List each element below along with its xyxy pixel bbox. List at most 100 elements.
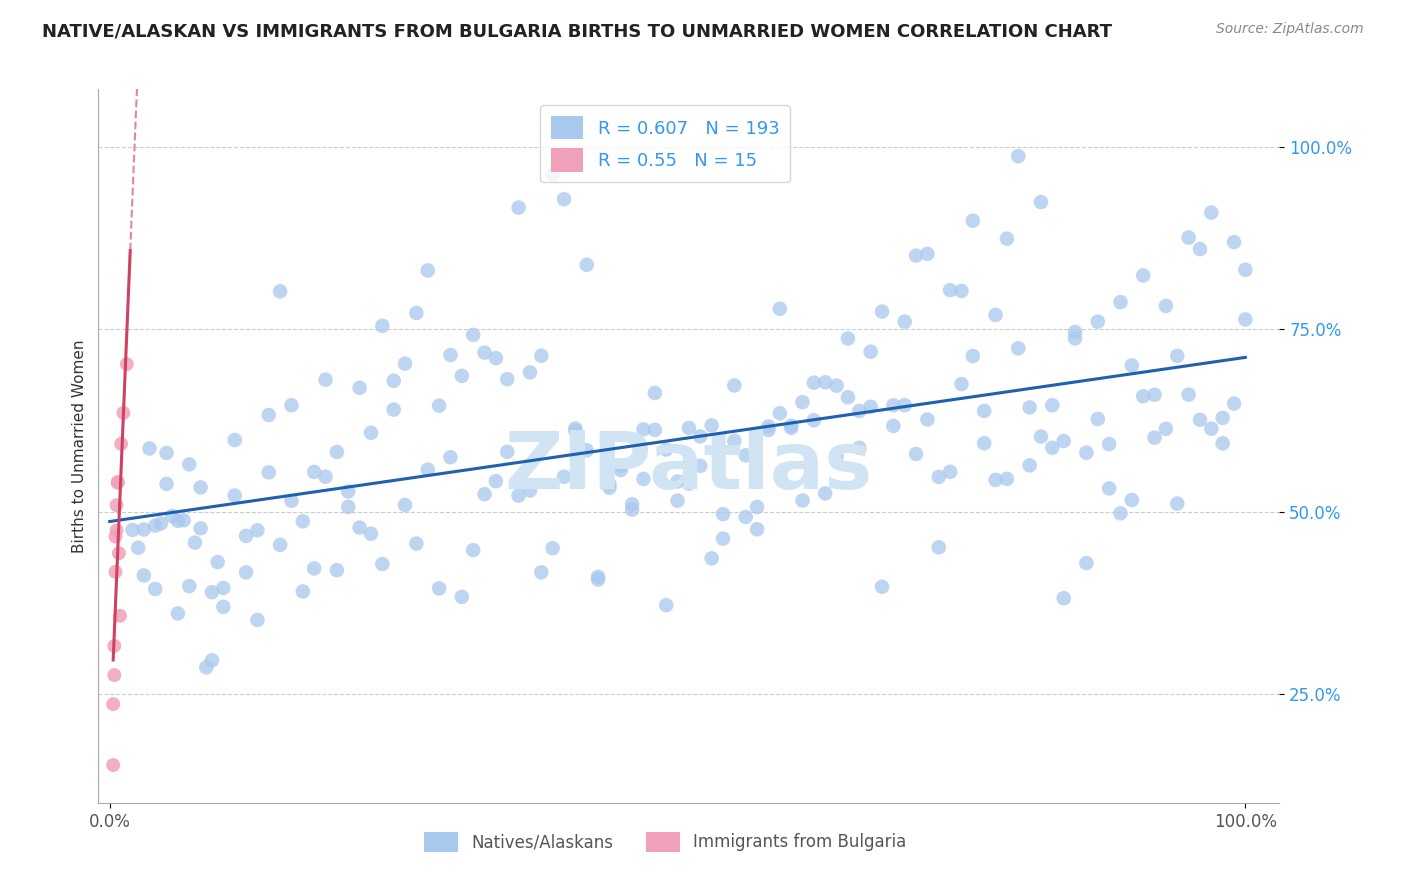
Point: [928, 541, 950, 555]
Point: [104, 565, 127, 579]
Point: [792, 395, 814, 409]
Point: [326, 445, 349, 459]
Point: [575, 258, 598, 272]
Point: [291, 584, 314, 599]
Point: [700, 418, 723, 433]
Point: [995, 232, 1018, 246]
Point: [1143, 388, 1166, 402]
Point: [105, 498, 128, 512]
Point: [905, 249, 928, 263]
Point: [769, 301, 792, 316]
Point: [870, 580, 893, 594]
Point: [803, 413, 825, 427]
Point: [1018, 401, 1040, 415]
Point: [107, 475, 129, 489]
Point: [586, 573, 609, 587]
Point: [882, 398, 904, 412]
Point: [382, 402, 405, 417]
Point: [553, 192, 575, 206]
Point: [1098, 437, 1121, 451]
Point: [598, 481, 620, 495]
Point: [349, 381, 371, 395]
Point: [132, 568, 155, 582]
Point: [1201, 205, 1223, 219]
Point: [360, 526, 382, 541]
Point: [337, 484, 360, 499]
Point: [519, 483, 541, 498]
Point: [666, 475, 689, 489]
Point: [1029, 194, 1052, 209]
Point: [1040, 398, 1063, 412]
Point: [269, 285, 291, 299]
Point: [121, 523, 143, 537]
Point: [1234, 262, 1257, 277]
Point: [837, 390, 859, 404]
Point: [734, 510, 756, 524]
Point: [103, 697, 125, 711]
Point: [848, 441, 870, 455]
Point: [1087, 412, 1109, 426]
Point: [1007, 149, 1029, 163]
Point: [678, 421, 700, 435]
Point: [859, 400, 882, 414]
Point: [621, 497, 644, 511]
Point: [723, 378, 745, 392]
Point: [212, 599, 235, 614]
Point: [405, 306, 427, 320]
Point: [870, 304, 893, 318]
Point: [115, 357, 138, 371]
Point: [107, 475, 129, 490]
Point: [780, 421, 803, 435]
Point: [496, 445, 519, 459]
Point: [138, 442, 160, 456]
Point: [201, 585, 224, 599]
Point: [167, 607, 190, 621]
Point: [416, 263, 439, 277]
Point: [564, 424, 586, 438]
Point: [917, 412, 939, 426]
Point: [1212, 410, 1234, 425]
Point: [689, 429, 711, 443]
Point: [1177, 387, 1199, 401]
Point: [212, 581, 235, 595]
Point: [149, 516, 172, 531]
Point: [1053, 434, 1076, 448]
Point: [315, 373, 337, 387]
Point: [108, 608, 131, 623]
Point: [905, 447, 928, 461]
Point: [508, 489, 530, 503]
Point: [984, 308, 1007, 322]
Point: [530, 566, 553, 580]
Point: [105, 524, 128, 538]
Point: [463, 543, 485, 558]
Point: [745, 522, 768, 536]
Point: [893, 315, 915, 329]
Point: [1109, 295, 1132, 310]
Point: [326, 563, 349, 577]
Point: [633, 472, 655, 486]
Point: [104, 530, 127, 544]
Point: [1177, 230, 1199, 244]
Point: [553, 469, 575, 483]
Point: [280, 398, 302, 412]
Point: [235, 529, 257, 543]
Point: [1154, 299, 1177, 313]
Point: [127, 541, 149, 555]
Point: [103, 758, 125, 772]
Point: [1201, 422, 1223, 436]
Point: [803, 376, 825, 390]
Point: [1098, 482, 1121, 496]
Point: [112, 406, 135, 420]
Point: [110, 437, 132, 451]
Legend: Natives/Alaskans, Immigrants from Bulgaria: Natives/Alaskans, Immigrants from Bulgar…: [418, 825, 912, 859]
Point: [235, 566, 257, 580]
Point: [1188, 242, 1211, 256]
Point: [190, 480, 212, 494]
Point: [1076, 556, 1098, 570]
Point: [1132, 389, 1154, 403]
Point: [586, 570, 609, 584]
Point: [1064, 325, 1087, 339]
Point: [655, 442, 678, 457]
Point: [1223, 235, 1246, 249]
Point: [655, 598, 678, 612]
